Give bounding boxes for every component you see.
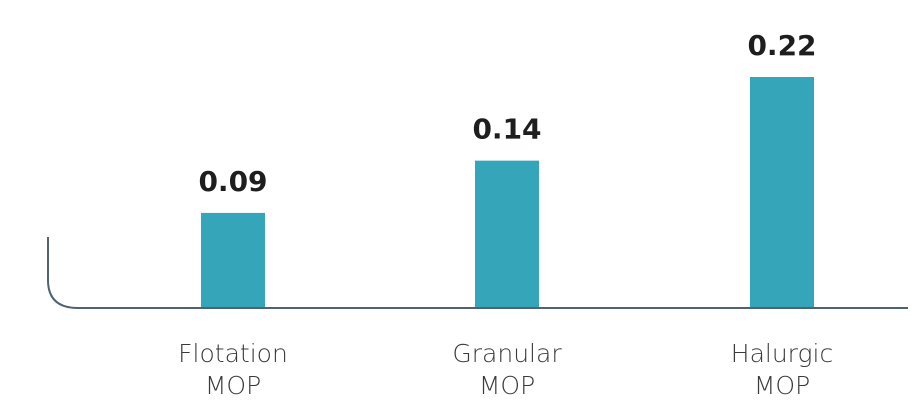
value-label: 0.14 [472,113,541,146]
bar [201,212,265,307]
bar [475,160,539,307]
category-label: Granular MOP [452,339,562,400]
bar [750,77,814,307]
category-label: Halurgic MOP [730,339,834,400]
category-label: Flotation MOP [178,339,288,400]
axis-line [47,237,908,309]
value-label: 0.22 [747,29,816,62]
value-label: 0.09 [198,165,267,198]
